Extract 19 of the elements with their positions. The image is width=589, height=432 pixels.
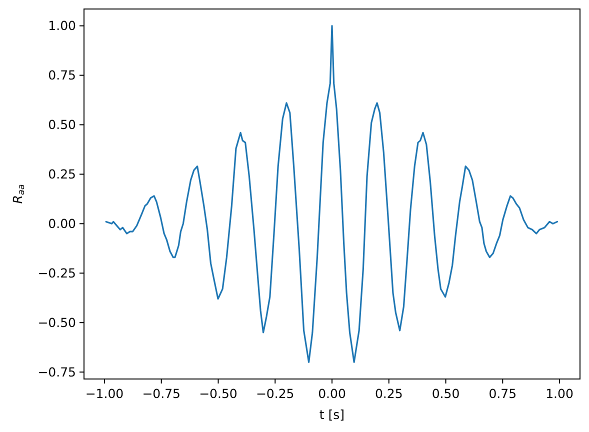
- x-tick-label: 1.00: [546, 386, 574, 401]
- y-tick-label: 0.50: [48, 117, 76, 132]
- y-tick-label: 1.00: [48, 18, 76, 34]
- x-tick-label: −0.25: [256, 386, 294, 401]
- y-tick-label: 0.00: [48, 216, 76, 232]
- y-tick-label: −0.50: [38, 314, 76, 330]
- x-tick-label: 0.00: [318, 386, 346, 401]
- x-tick-label: −0.75: [142, 386, 181, 401]
- x-tick-label: 0.75: [488, 386, 517, 401]
- y-tick-label: 0.75: [48, 68, 76, 83]
- y-tick-label: −0.75: [38, 364, 76, 380]
- y-tick-label: −0.25: [38, 266, 76, 281]
- y-tick-label: 0.25: [48, 166, 76, 182]
- x-axis-title: t [s]: [319, 407, 345, 422]
- x-tick-label: −1.00: [85, 386, 124, 401]
- x-tick-label: 0.50: [432, 386, 460, 401]
- line-series: [105, 25, 558, 363]
- x-tick-label: −0.50: [199, 386, 238, 401]
- x-tick-label: 0.25: [374, 386, 403, 401]
